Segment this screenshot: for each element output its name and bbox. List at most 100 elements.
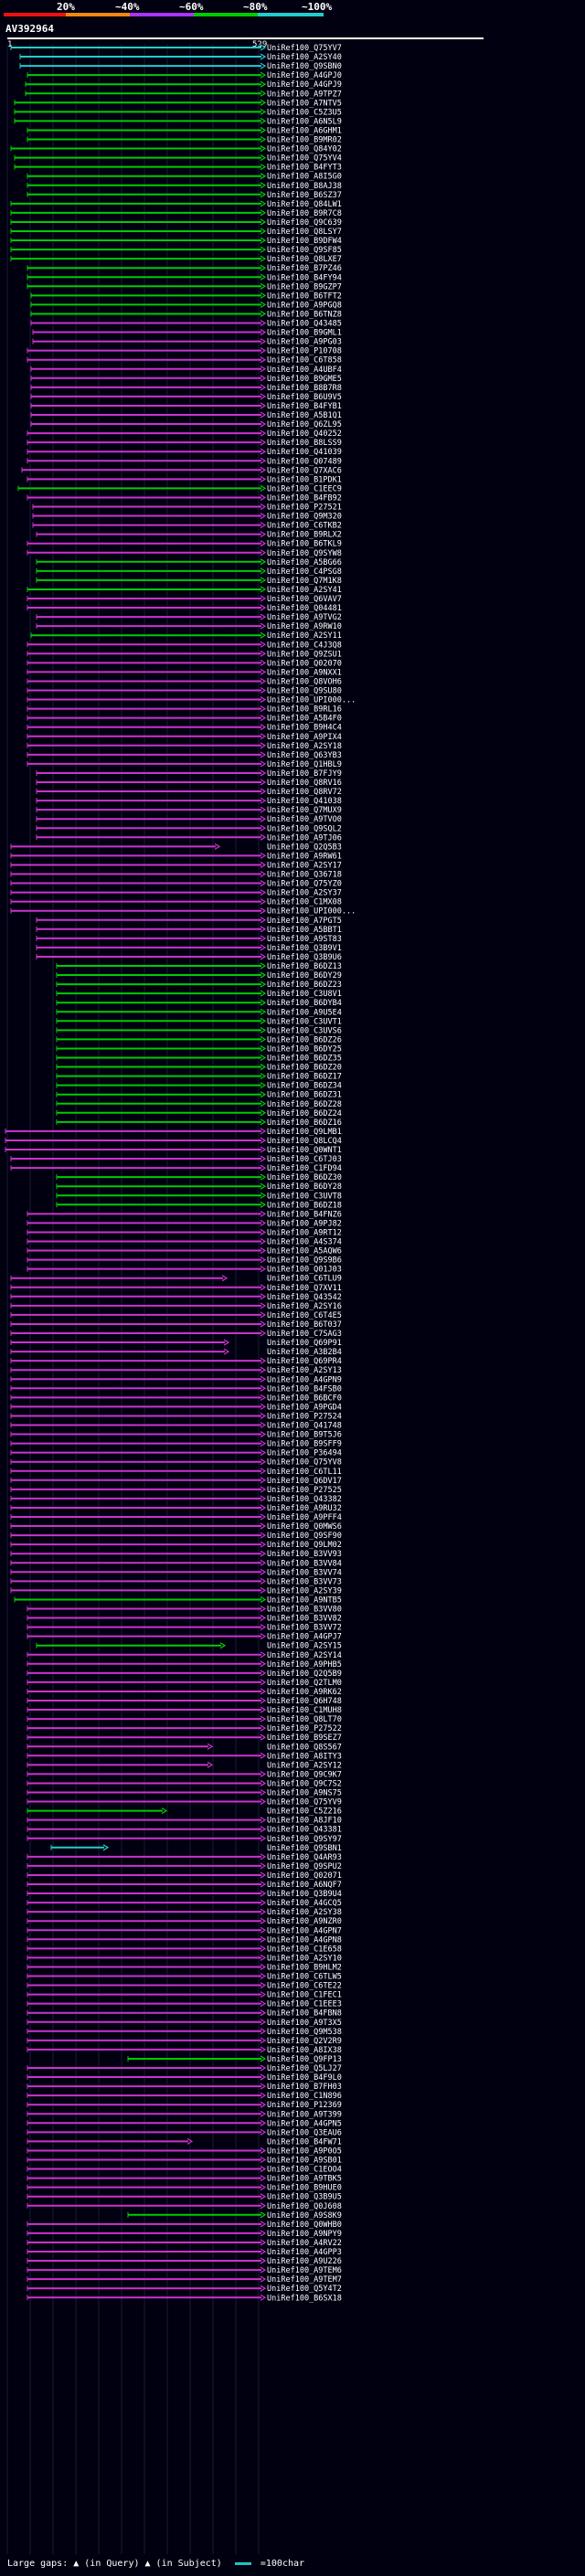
hit-row[interactable]: UniRef100_B4FNZ6 [27,1210,342,1219]
hit-label[interactable]: UniRef100_A2SY37 [267,889,342,898]
hit-row[interactable]: UniRef100_B3VV93 [10,1550,342,1559]
hit-row[interactable]: UniRef100_B9RL16 [27,705,342,715]
hit-row[interactable]: UniRef100_C5Z216 [27,1807,342,1817]
hit-row[interactable]: UniRef100_A9TEM7 [27,2275,342,2284]
hit-label[interactable]: UniRef100_A5AQW6 [267,1247,342,1256]
hit-row[interactable]: UniRef100_B6DZ30 [56,1173,342,1182]
hit-label[interactable]: UniRef100_B7FH03 [267,2083,342,2092]
hit-label[interactable]: UniRef100_C6TJ03 [267,1155,342,1164]
hit-label[interactable]: UniRef100_B6DZ18 [267,1201,342,1210]
hit-label[interactable]: UniRef100_B9DFW4 [267,237,342,246]
hit-row[interactable]: UniRef100_P27524 [10,1412,342,1421]
hit-row[interactable]: UniRef100_C1MUH8 [27,1706,342,1715]
hit-row[interactable]: UniRef100_B6DYB4 [56,999,342,1008]
hit-label[interactable]: UniRef100_B4FNZ6 [267,1210,342,1219]
hit-label[interactable]: UniRef100_A4GPN8 [267,1935,342,1945]
hit-row[interactable]: UniRef100_Q0MWS6 [10,1522,342,1532]
hit-label[interactable]: UniRef100_A9TVO0 [267,815,342,824]
hit-label[interactable]: UniRef100_Q02071 [267,1871,342,1881]
hit-label[interactable]: UniRef100_B3VV93 [267,1550,342,1559]
hit-label[interactable]: UniRef100_A2SY41 [267,586,342,595]
hit-row[interactable]: UniRef100_B9SFF9 [10,1440,342,1449]
hit-row[interactable]: UniRef100_B9GME5 [30,375,342,384]
hit-row[interactable]: UniRef100_A4GPP3 [27,2248,342,2257]
hit-label[interactable]: UniRef100_Q9LM02 [267,1541,342,1550]
hit-row[interactable]: UniRef100_B7PZ46 [27,264,342,273]
hit-row[interactable]: UniRef100_Q9M538 [27,2028,342,2037]
hit-label[interactable]: UniRef100_C3UVS6 [267,1026,342,1035]
hit-label[interactable]: UniRef100_B6TFT2 [267,292,342,301]
hit-label[interactable]: UniRef100_B4FYB1 [267,402,342,411]
hit-row[interactable]: UniRef100_A9ST83 [36,935,342,944]
hit-label[interactable]: UniRef100_Q5Y4T2 [267,2284,342,2294]
hit-row[interactable]: UniRef100_B6DZ13 [56,962,342,971]
hit-label[interactable]: UniRef100_Q2TLM0 [267,1679,342,1688]
hit-row[interactable]: UniRef100_P36494 [10,1449,342,1458]
hit-row[interactable]: UniRef100_B6DZ26 [56,1035,342,1044]
hit-row[interactable]: UniRef100_Q75YV7 [10,44,342,53]
hit-row[interactable]: UniRef100_B9T5J6 [10,1431,342,1440]
hit-label[interactable]: UniRef100_B4FB92 [267,493,342,503]
hit-label[interactable]: UniRef100_Q75YV8 [267,1458,342,1468]
hit-row[interactable]: UniRef100_Q0J608 [27,2202,342,2211]
hit-label[interactable]: UniRef100_B9RLX2 [267,531,342,540]
hit-label[interactable]: UniRef100_A9NTB5 [267,1595,342,1605]
hit-row[interactable]: UniRef100_Q84LW1 [10,200,342,209]
hit-label[interactable]: UniRef100_A8JF10 [267,1817,342,1826]
hit-label[interactable]: UniRef100_C4J3Q8 [267,641,342,650]
hit-label[interactable]: UniRef100_C6TL11 [267,1468,342,1477]
hit-label[interactable]: UniRef100_A4GPJ0 [267,71,342,80]
hit-row[interactable]: UniRef100_Q9SYW8 [27,549,342,558]
hit-row[interactable]: UniRef100_P10708 [27,347,342,356]
hit-label[interactable]: UniRef100_B3VV72 [267,1624,342,1633]
hit-label[interactable]: UniRef100_B6DZ13 [267,962,342,971]
hit-label[interactable]: UniRef100_C1MX08 [267,898,342,907]
hit-row[interactable]: UniRef100_B4FBN8 [27,2009,342,2019]
hit-label[interactable]: UniRef100_Q9C7S2 [267,1779,342,1788]
hit-label[interactable]: UniRef100_Q41748 [267,1422,342,1431]
hit-label[interactable]: UniRef100_Q07489 [267,457,342,466]
hit-row[interactable]: UniRef100_Q9ZSU1 [27,650,342,659]
hit-row[interactable]: UniRef100_Q69PR4 [10,1357,342,1366]
hit-row[interactable]: UniRef100_B9DFW4 [10,237,342,246]
hit-label[interactable]: UniRef100_B9HUE0 [267,2184,342,2193]
hit-row[interactable]: UniRef100_A9TPZ7 [25,90,342,99]
hit-row[interactable]: UniRef100_Q04481 [27,604,342,613]
hit-row[interactable]: UniRef100_B4FYB1 [30,402,342,411]
hit-label[interactable]: UniRef100_Q9C9K7 [267,1770,342,1779]
hit-row[interactable]: UniRef100_Q9SBN0 [19,62,342,71]
hit-label[interactable]: UniRef100_A4GPN7 [267,1926,342,1935]
hit-label[interactable]: UniRef100_Q75YV9 [267,1798,342,1807]
hit-row[interactable]: UniRef100_Q9S9B6 [27,1256,342,1266]
hit-row[interactable]: UniRef100_Q9SF85 [10,246,342,255]
hit-row[interactable]: UniRef100_B4F9L0 [27,2073,342,2083]
hit-row[interactable]: UniRef100_A9NZR0 [27,1917,342,1926]
hit-label[interactable]: UniRef100_Q84LW1 [267,200,342,209]
hit-label[interactable]: UniRef100_B9GME5 [267,375,342,384]
hit-row[interactable]: UniRef100_A8JF10 [27,1817,342,1826]
hit-row[interactable]: UniRef100_B6DZ16 [56,1118,342,1128]
hit-row[interactable]: UniRef100_B9HUE0 [27,2184,342,2193]
hit-label[interactable]: UniRef100_A9T3X5 [267,2019,342,2028]
hit-row[interactable]: UniRef100_C1FD94 [10,1164,342,1173]
hit-row[interactable]: UniRef100_Q9LM02 [10,1541,342,1550]
hit-row[interactable]: UniRef100_A9T3X5 [27,2019,342,2028]
hit-label[interactable]: UniRef100_C3U8V1 [267,990,342,999]
hit-row[interactable]: UniRef100_C4PSG8 [36,567,342,577]
hit-label[interactable]: UniRef100_B6DZ28 [267,1100,342,1109]
hit-row[interactable]: UniRef100_A4UBF4 [30,366,342,375]
hit-label[interactable]: UniRef100_A4GPN9 [267,1375,342,1384]
hit-label[interactable]: UniRef100_B9HLM2 [267,1963,342,1972]
hit-row[interactable]: UniRef100_B4FSB0 [10,1384,342,1394]
hit-row[interactable]: UniRef100_C6TLU9 [10,1275,342,1284]
hit-row[interactable]: UniRef100_A9TVO0 [36,815,342,824]
hit-row[interactable]: UniRef100_Q9SBN1 [50,1844,342,1853]
hit-row[interactable]: UniRef100_A8I5G0 [27,173,342,182]
hit-label[interactable]: UniRef100_B3VV74 [267,1568,342,1577]
hit-label[interactable]: UniRef100_P10708 [267,347,342,356]
hit-label[interactable]: UniRef100_Q9SY97 [267,1835,342,1844]
hit-row[interactable]: UniRef100_Q7M1K8 [36,577,342,586]
hit-label[interactable]: UniRef100_C6T858 [267,356,342,366]
hit-row[interactable]: UniRef100_C3UVT1 [56,1017,342,1026]
hit-row[interactable]: UniRef100_B3VV84 [10,1559,342,1568]
